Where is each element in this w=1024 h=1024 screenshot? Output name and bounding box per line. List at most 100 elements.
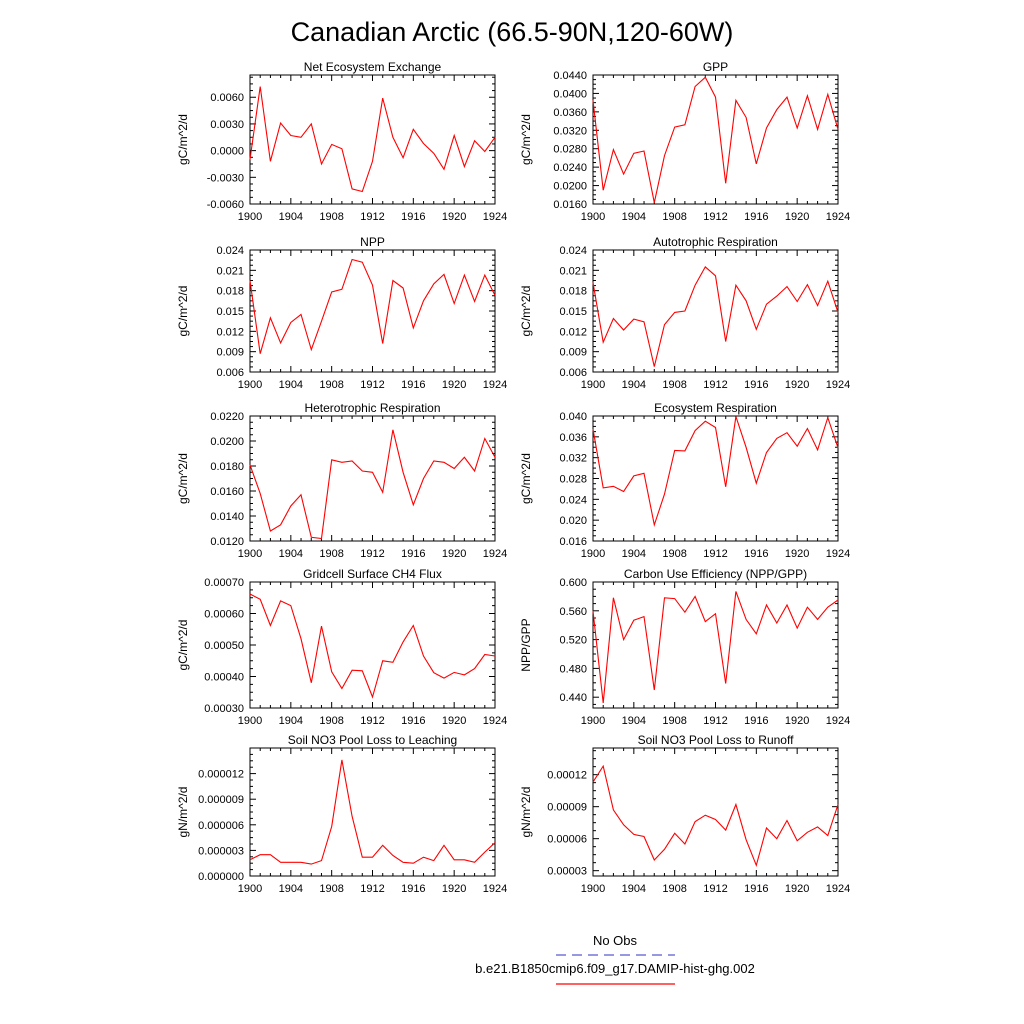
x-tick-label: 1908 <box>662 379 686 391</box>
x-tick-label: 1904 <box>279 548 303 560</box>
panel-title: GPP <box>703 60 728 74</box>
y-tick-label: -0.0060 <box>207 199 244 211</box>
x-tick-label: 1904 <box>279 211 303 223</box>
x-tick-label: 1904 <box>622 715 646 727</box>
x-tick-label: 1900 <box>238 379 262 391</box>
legend-model-label: b.e21.B1850cmip6.f09_g17.DAMIP-hist-ghg.… <box>475 961 755 976</box>
x-tick-label: 1924 <box>483 211 507 223</box>
plot-frame <box>249 415 496 542</box>
x-tick-label: 1916 <box>744 883 768 895</box>
y-tick-label: 0.0180 <box>210 461 244 473</box>
x-tick-label: 1908 <box>319 883 343 895</box>
y-tick-label: 0.000009 <box>198 794 244 806</box>
y-tick-label: 0.0160 <box>210 486 244 498</box>
panel-title: Autotrophic Respiration <box>653 235 778 249</box>
plot-frame <box>592 747 839 877</box>
y-tick-label: 0.006 <box>559 367 587 379</box>
y-tick-label: 0.00006 <box>547 834 587 846</box>
panel-title: Soil NO3 Pool Loss to Leaching <box>288 733 457 747</box>
series-line <box>592 764 839 868</box>
x-tick-label: 1900 <box>581 715 605 727</box>
y-tick-label: 0.00009 <box>547 802 587 814</box>
x-tick-label: 1900 <box>581 379 605 391</box>
x-tick-label: 1908 <box>662 548 686 560</box>
y-tick-label: 0.000006 <box>198 820 244 832</box>
y-tick-label: 0.00060 <box>204 609 244 621</box>
y-axis-label: gC/m^2/d <box>176 114 190 165</box>
y-tick-label: 0.006 <box>216 367 244 379</box>
y-axis-label: gC/m^2/d <box>176 620 190 671</box>
y-tick-label: 0.00030 <box>204 703 244 715</box>
plot-frame <box>592 581 839 709</box>
panel-title: Heterotrophic Respiration <box>304 401 440 415</box>
plot-frame <box>592 249 839 373</box>
panel-title: Carbon Use Efficiency (NPP/GPP) <box>624 567 807 581</box>
x-tick-label: 1908 <box>662 211 686 223</box>
x-tick-label: 1916 <box>744 379 768 391</box>
y-axis-label: gC/m^2/d <box>519 114 533 165</box>
x-tick-label: 1900 <box>238 548 262 560</box>
x-tick-label: 1912 <box>703 548 727 560</box>
x-tick-label: 1912 <box>360 379 384 391</box>
y-tick-label: 0.440 <box>559 692 587 704</box>
chart-panel-2: 1900 1904 1908 1912 1916 1920 1924 0.0160 0.0200… <box>519 60 850 223</box>
y-tick-label: 0.00012 <box>547 770 587 782</box>
x-tick-label: 1904 <box>622 883 646 895</box>
x-tick-label: 1924 <box>483 548 507 560</box>
x-tick-label: 1916 <box>744 548 768 560</box>
x-tick-label: 1908 <box>662 715 686 727</box>
panels-group: 1900 1904 1908 1912 1916 1920 1924 -0.0060 -0.00… <box>176 60 850 895</box>
x-tick-label: 1904 <box>622 379 646 391</box>
series-line <box>592 591 839 704</box>
y-tick-label: 0.021 <box>216 265 244 277</box>
x-tick-label: 1920 <box>442 883 466 895</box>
plot-frame <box>592 415 839 542</box>
x-tick-label: 1900 <box>581 883 605 895</box>
y-tick-label: 0.015 <box>216 306 244 318</box>
y-tick-label: 0.0220 <box>210 411 244 423</box>
panel-title: Net Ecosystem Exchange <box>304 60 442 74</box>
y-tick-label: 0.000003 <box>198 845 244 857</box>
x-tick-label: 1916 <box>401 883 425 895</box>
x-tick-label: 1916 <box>401 548 425 560</box>
legend-obs-label: No Obs <box>593 933 638 948</box>
y-tick-label: -0.0030 <box>207 172 244 184</box>
y-tick-label: 0.00040 <box>204 672 244 684</box>
y-tick-label: 0.024 <box>559 245 587 257</box>
x-tick-label: 1916 <box>744 211 768 223</box>
y-tick-label: 0.009 <box>559 347 587 359</box>
series-line <box>249 759 496 865</box>
x-tick-label: 1908 <box>319 715 343 727</box>
y-tick-label: 0.0320 <box>553 125 587 137</box>
plot-frame <box>249 74 496 205</box>
x-tick-label: 1900 <box>581 211 605 223</box>
chart-panel-7: 1900 1904 1908 1912 1916 1920 1924 0.00030 0.000… <box>176 567 507 727</box>
x-tick-label: 1924 <box>483 883 507 895</box>
y-tick-label: 0.0400 <box>553 88 587 100</box>
y-tick-label: 0.0160 <box>553 199 587 211</box>
x-tick-label: 1924 <box>826 379 850 391</box>
x-tick-label: 1924 <box>826 548 850 560</box>
plot-frame <box>249 581 496 709</box>
y-axis-label: gC/m^2/d <box>519 453 533 504</box>
y-tick-label: 0.018 <box>216 286 244 298</box>
x-tick-label: 1900 <box>238 883 262 895</box>
y-tick-label: 0.0200 <box>553 181 587 193</box>
plot-frame <box>249 249 496 373</box>
y-tick-label: 0.600 <box>559 577 587 589</box>
y-tick-label: 0.0280 <box>553 144 587 156</box>
x-tick-label: 1912 <box>360 715 384 727</box>
panel-title: Soil NO3 Pool Loss to Runoff <box>638 733 795 747</box>
x-tick-label: 1912 <box>360 211 384 223</box>
y-tick-label: 0.012 <box>216 326 244 338</box>
y-tick-label: 0.0000 <box>210 146 244 158</box>
y-tick-label: 0.00070 <box>204 577 244 589</box>
chart-panel-5: 1900 1904 1908 1912 1916 1920 1924 0.0120 0.0140… <box>176 401 507 560</box>
x-tick-label: 1904 <box>279 379 303 391</box>
x-tick-label: 1904 <box>622 548 646 560</box>
y-tick-label: 0.0440 <box>553 70 587 82</box>
y-tick-label: 0.020 <box>559 515 587 527</box>
x-tick-label: 1920 <box>442 211 466 223</box>
y-axis-label: gN/m^2/d <box>176 787 190 838</box>
